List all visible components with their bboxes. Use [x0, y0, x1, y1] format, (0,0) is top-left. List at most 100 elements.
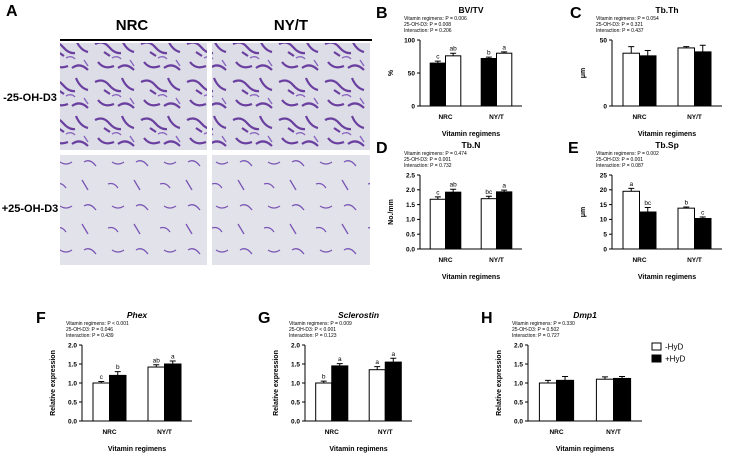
stat-line: 25-OH-D3: P = 0.502: [512, 327, 559, 333]
bar: [315, 382, 333, 422]
error-bar: [544, 379, 551, 383]
y-tick-label: 0.5: [291, 399, 300, 406]
x-tick-label: NRC: [325, 429, 339, 436]
bar: [384, 361, 402, 422]
panel-label: D: [376, 140, 388, 157]
x-tick-label: NY/T: [489, 114, 504, 121]
bar: [622, 190, 640, 250]
significance-letter: bc: [485, 189, 493, 196]
x-axis-label: Vitamin regimens: [638, 274, 696, 281]
chart-title: Sclerostin: [338, 310, 379, 320]
stat-line: 25-OH-D3: P < 0.001: [289, 327, 336, 333]
stat-line: Interaction: P = 0.123: [289, 333, 337, 339]
error-bar: [485, 195, 492, 199]
error-bar: [485, 56, 492, 59]
stat-line: Vitamin regimens: P = 0.006: [404, 16, 467, 22]
column-label: NRC: [116, 17, 149, 34]
bar: [109, 374, 127, 422]
histology-image: [212, 43, 370, 150]
x-axis-label: Vitamin regimens: [442, 274, 500, 281]
bar: [538, 382, 558, 422]
bar: [622, 52, 640, 107]
stat-line: Vitamin regimens: P = 0.009: [289, 321, 352, 327]
bar: [694, 51, 712, 107]
bar: [677, 47, 695, 107]
y-tick-label: 0.5: [406, 232, 415, 239]
error-bar: [434, 60, 441, 64]
x-axis-label: Vitamin regimens: [108, 446, 166, 453]
error-bar: [153, 364, 160, 368]
x-tick-label: NY/T: [378, 429, 393, 436]
significance-letter: b: [487, 50, 491, 57]
error-bar: [628, 187, 635, 192]
bar: [496, 52, 513, 107]
x-tick-label: NY/T: [606, 429, 621, 436]
y-tick-label: 0.0: [68, 418, 77, 425]
x-tick-label: NRC: [438, 114, 452, 121]
y-tick-label: 2.0: [406, 187, 415, 194]
panel-label: E: [568, 140, 579, 157]
error-bar: [98, 380, 105, 383]
significance-letter: a: [502, 44, 506, 51]
error-bar: [450, 188, 457, 193]
error-bar: [114, 371, 121, 376]
error-bar: [644, 50, 651, 56]
significance-letter: b: [322, 374, 326, 381]
error-bar: [644, 207, 651, 212]
y-tick-label: 2.0: [68, 342, 77, 349]
y-tick-label: 2.0: [291, 342, 300, 349]
error-bar: [450, 52, 457, 56]
bar: [429, 62, 447, 107]
significance-letter: b: [684, 199, 688, 206]
x-tick-label: NRC: [438, 257, 452, 264]
y-tick-label: 50: [408, 70, 416, 77]
panel-label: G: [258, 310, 270, 327]
significance-letter: a: [338, 356, 342, 363]
histology-image: [60, 155, 207, 265]
chart-title: Tb.Sp: [655, 140, 679, 150]
y-tick-label: 0.0: [514, 418, 523, 425]
stat-line: Interaction: P = 0.437: [596, 28, 644, 34]
stat-line: 25-OH-D3: P = 0.046: [66, 327, 113, 333]
error-bar: [683, 206, 690, 209]
error-bar: [169, 360, 176, 364]
significance-letter: ab: [153, 357, 161, 364]
legend-label: -HyD: [665, 343, 683, 352]
y-tick-label: 0: [603, 103, 607, 110]
significance-letter: ab: [450, 182, 458, 189]
error-bar: [434, 196, 441, 200]
x-tick-label: NY/T: [687, 257, 702, 264]
y-tick-label: 25: [600, 172, 608, 179]
bar: [445, 191, 462, 250]
bar: [677, 207, 695, 250]
error-bar: [628, 46, 635, 54]
significance-letter: a: [391, 351, 395, 358]
error-bar: [683, 46, 690, 48]
stat-line: Vitamin regimens: P < 0.001: [66, 321, 129, 327]
bar: [368, 369, 386, 422]
stat-line: Interaction: P = 0.732: [404, 163, 452, 169]
x-axis-label: Vitamin regimens: [329, 446, 387, 453]
error-bar: [501, 51, 508, 54]
y-axis-label: μm: [580, 68, 587, 79]
error-bar: [374, 366, 381, 370]
row-label: +25-OH-D3: [2, 203, 59, 215]
bar: [92, 382, 110, 422]
x-tick-label: NRC: [632, 114, 646, 121]
bar: [694, 218, 712, 250]
y-axis-label: %: [388, 69, 395, 76]
stat-line: 25-OH-D3: P = 0.001: [596, 157, 643, 163]
y-axis-label: μm: [580, 207, 587, 218]
error-bar: [336, 363, 343, 366]
y-tick-label: 15: [600, 202, 608, 209]
bar: [429, 198, 447, 250]
error-bar: [699, 44, 706, 52]
x-tick-label: NRC: [102, 429, 116, 436]
bar: [556, 379, 575, 422]
chart-title: Tb.N: [462, 140, 481, 150]
column-label: NY/T: [274, 17, 308, 34]
bar: [480, 57, 498, 107]
significance-letter: c: [436, 54, 440, 61]
legend-swatch: [651, 354, 662, 363]
